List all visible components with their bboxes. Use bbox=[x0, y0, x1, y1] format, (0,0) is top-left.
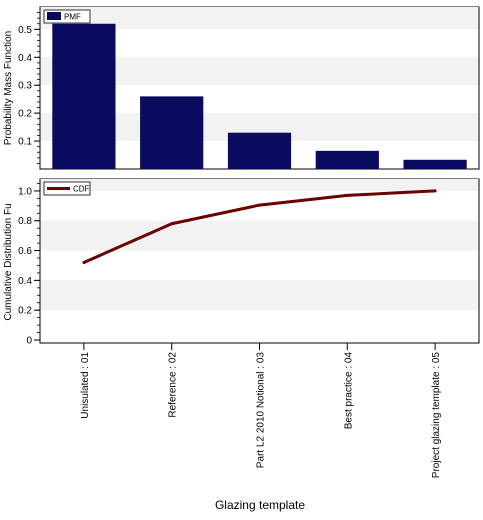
cdf-legend: CDF bbox=[43, 181, 91, 196]
cdf-line-series bbox=[82, 189, 437, 264]
pmf-bars bbox=[52, 23, 467, 169]
pmf-legend-label: PMF bbox=[64, 13, 81, 22]
pmf-legend-swatch bbox=[47, 12, 61, 20]
cdf-grid-band bbox=[40, 220, 479, 251]
cdf-point bbox=[82, 260, 86, 264]
cdf-y-axis-label: Cumulative Distribution Fu bbox=[3, 203, 14, 320]
cdf-y-tick-label: 0.6 bbox=[18, 246, 32, 257]
cdf-y-tick-label: 1.0 bbox=[18, 186, 32, 197]
x-tick-label: Reference : 02 bbox=[168, 352, 179, 418]
cdf-y-tick-label: 0 bbox=[26, 336, 32, 347]
pmf-bar bbox=[315, 150, 379, 169]
cdf-point bbox=[345, 193, 349, 197]
pmf-y-tick-label: 0.1 bbox=[18, 137, 32, 148]
cdf-y-tick-label: 0.8 bbox=[18, 216, 32, 227]
x-tick-label: Part L2 2010 Notional : 03 bbox=[256, 352, 267, 469]
pmf-bar bbox=[52, 23, 116, 169]
cdf-legend-label: CDF bbox=[73, 185, 90, 194]
pmf-panel: 0.1 0.2 0.3 0.4 0.5 PMF Probability Mass Fun… bbox=[3, 6, 480, 170]
pmf-y-tick-label: 0.2 bbox=[18, 109, 32, 120]
pmf-y-tick-label: 0.5 bbox=[18, 25, 32, 36]
x-tick-label: Unisulated : 01 bbox=[80, 352, 91, 419]
cdf-grid-band bbox=[40, 280, 479, 311]
x-axis-label: Glazing template bbox=[215, 498, 305, 512]
pmf-legend: PMF bbox=[43, 9, 91, 24]
pmf-bar bbox=[227, 132, 292, 169]
cdf-grid-band bbox=[40, 179, 479, 191]
cdf-y-tick-label: 0.4 bbox=[18, 276, 32, 287]
cdf-point bbox=[170, 222, 174, 226]
x-axis: Unisulated : 01 Reference : 02 Part L2 201… bbox=[80, 343, 442, 478]
pmf-y-tick-label: 0.4 bbox=[18, 53, 32, 64]
pmf-y-axis-label: Probability Mass Function bbox=[3, 31, 14, 146]
pmf-y-tick-label: 0.3 bbox=[18, 81, 32, 92]
pmf-grid-band bbox=[40, 7, 479, 30]
cdf-point bbox=[258, 203, 261, 207]
cdf-grid-bands bbox=[40, 179, 479, 311]
x-tick-label: Best practice : 04 bbox=[343, 352, 354, 430]
pmf-bar bbox=[140, 96, 204, 169]
cdf-y-axis: 0 0.2 0.4 0.6 0.8 1.0 bbox=[18, 183, 40, 347]
pmf-bar bbox=[403, 159, 467, 169]
cdf-point bbox=[433, 189, 437, 193]
cdf-y-tick-label: 0.2 bbox=[18, 306, 32, 317]
cdf-panel: 0 0.2 0.4 0.6 0.8 1.0 CDF Cumulative Distribu… bbox=[3, 178, 480, 512]
x-tick-label: Project glazing template : 05 bbox=[431, 352, 442, 479]
pmf-y-axis: 0.1 0.2 0.3 0.4 0.5 bbox=[18, 12, 40, 164]
